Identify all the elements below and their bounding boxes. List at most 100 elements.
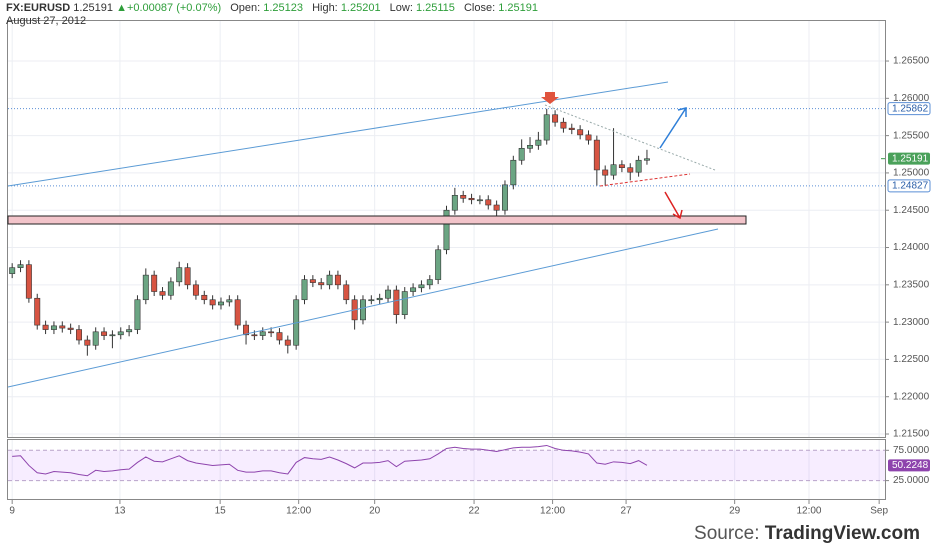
candle-body <box>368 299 375 302</box>
candle-body <box>50 325 57 330</box>
source: Source: TradingView.com <box>694 523 920 544</box>
candle-body <box>167 281 174 296</box>
candle-body <box>176 267 183 283</box>
up-icon: ▲ <box>116 2 127 14</box>
candle-body <box>643 158 650 161</box>
price-badge-label: 1.25862 <box>892 103 929 114</box>
candle-body <box>67 327 74 330</box>
change: +0.00087 (+0.07%) <box>127 2 221 14</box>
legend: FX:EURUSD 1.25191 ▲+0.00087 (+0.07%) Ope… <box>6 2 538 27</box>
candle-body <box>610 164 617 176</box>
last-price-badge <box>888 152 930 165</box>
symbol: FX:EURUSD 1.25191 ▲+0.00087 (+0.07%) Ope… <box>6 2 538 14</box>
price-badge-label: 1.24827 <box>892 180 929 191</box>
candle-body <box>435 249 442 280</box>
candle-body <box>535 139 542 146</box>
candle-body <box>309 279 316 283</box>
arrow-down <box>664 191 683 220</box>
top-marker <box>541 92 559 104</box>
candle-body <box>577 129 584 136</box>
y-tick-label: 1.23000 <box>893 317 930 328</box>
price-pane <box>7 20 886 438</box>
candle-body <box>451 195 458 211</box>
source-site: TradingView.com <box>765 523 920 544</box>
x-tick-label: 9 <box>9 506 15 517</box>
y-tick-label: 1.22500 <box>893 354 930 365</box>
y-tick-label: 75.0000 <box>893 445 930 456</box>
y-tick-label: 1.26000 <box>893 93 930 104</box>
candle-body <box>460 195 467 199</box>
candle-body <box>184 267 191 286</box>
candle-body <box>360 299 366 321</box>
candle-body <box>17 264 24 268</box>
price-badge <box>887 102 931 116</box>
candle-body <box>318 282 325 286</box>
candle-body <box>585 134 592 141</box>
candle-body <box>268 331 275 334</box>
channel-top <box>7 81 669 187</box>
candle-body <box>493 204 500 211</box>
last-price-label: 1.25191 <box>892 153 929 164</box>
x-tick-label: 13 <box>114 506 126 517</box>
candle-body <box>485 199 492 206</box>
candle-body <box>218 301 224 306</box>
rsi-badge <box>888 459 930 472</box>
x-tick-label: Sep <box>870 506 888 517</box>
y-tick-label: 1.22000 <box>893 391 930 402</box>
candle-body <box>518 148 525 161</box>
candle-body <box>627 167 634 173</box>
y-tick-label: 1.24500 <box>893 205 930 216</box>
candle-body <box>410 287 417 292</box>
candle-body <box>276 332 283 341</box>
candle-body <box>109 334 116 337</box>
symbol-name: FX:EURUSD <box>6 2 70 14</box>
candle-body <box>126 329 133 333</box>
candle-body <box>543 114 550 141</box>
candle-body <box>301 279 308 301</box>
x-tick-label: 12:00 <box>286 506 311 517</box>
price-badge <box>887 179 931 193</box>
channel-bottom <box>7 228 719 388</box>
low-label: Low: <box>390 2 413 14</box>
candle-body <box>510 159 517 186</box>
candle-body <box>393 289 400 315</box>
triangle-bottom <box>599 173 691 187</box>
candle-body <box>326 274 333 286</box>
y-tick-label: 25.0000 <box>893 475 930 486</box>
close-label: Close: <box>464 2 495 14</box>
candle-body <box>418 284 425 289</box>
y-tick-label: 1.23500 <box>893 279 930 290</box>
low: 1.25115 <box>416 2 455 14</box>
rsi-pane <box>7 439 886 500</box>
candle-body <box>468 197 475 201</box>
last: 1.25191 <box>73 2 113 14</box>
candle-body <box>234 299 241 326</box>
y-tick-label: 1.24000 <box>893 242 930 253</box>
rsi-line <box>12 444 648 477</box>
candle-body <box>426 279 433 286</box>
rsi-band <box>8 450 885 481</box>
y-tick-label: 1.21500 <box>893 429 930 440</box>
high: 1.25201 <box>341 2 381 14</box>
arrow-up <box>659 107 687 149</box>
candle-body <box>284 339 291 346</box>
candle-body <box>159 291 166 296</box>
candle-body <box>209 299 216 306</box>
x-tick-label: 22 <box>469 506 481 517</box>
candle-body <box>343 284 350 301</box>
candle-body <box>25 264 32 299</box>
candle-body <box>34 297 41 326</box>
candle-body <box>226 299 233 303</box>
x-tick-label: 15 <box>215 506 227 517</box>
candle-body <box>259 331 266 336</box>
candle-body <box>568 127 575 130</box>
support-zone <box>7 215 747 225</box>
x-tick-label: 29 <box>729 506 741 517</box>
y-tick-label: 1.26500 <box>893 56 930 67</box>
grid <box>8 21 885 499</box>
date: August 27, 2012 <box>6 15 86 27</box>
candle-body <box>385 289 392 299</box>
candle-body <box>201 294 208 301</box>
candle-body <box>92 331 99 346</box>
candle-body <box>334 274 341 286</box>
